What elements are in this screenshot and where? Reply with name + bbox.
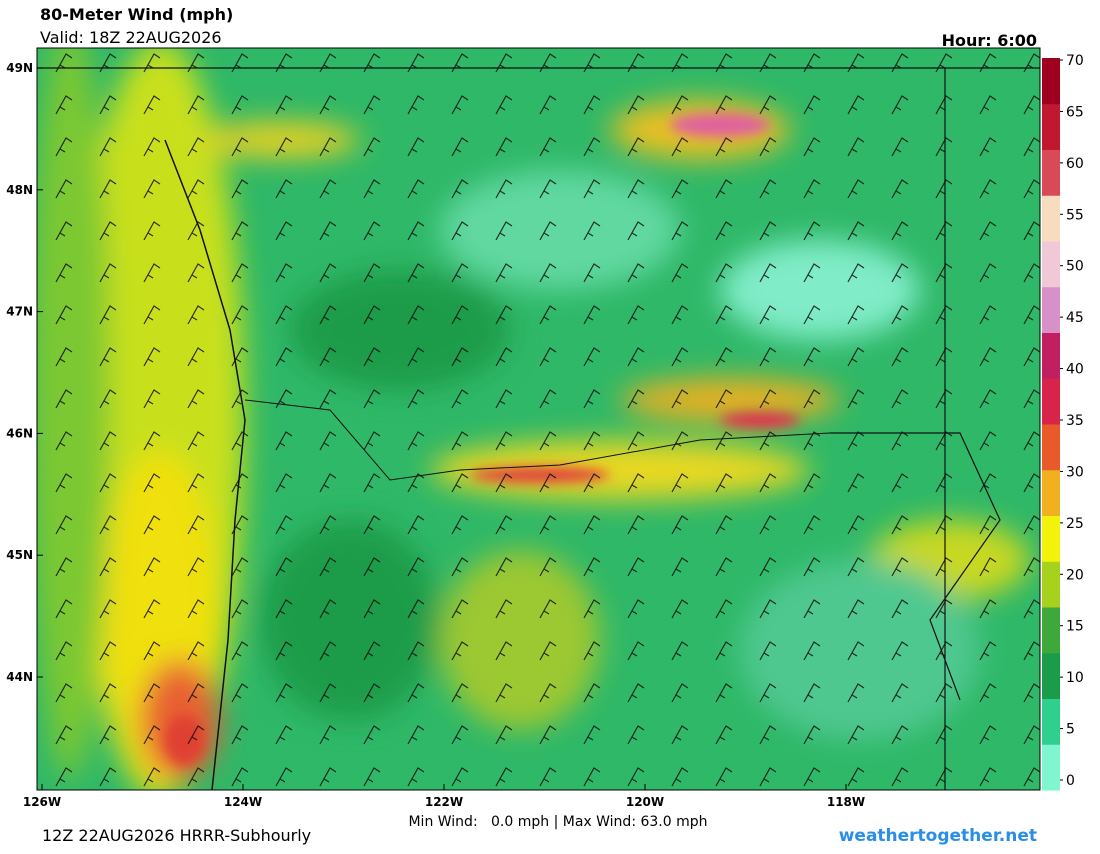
colorbar-label: 50 — [1066, 259, 1084, 275]
lat-label: 44N — [6, 670, 33, 684]
colorbar-swatch — [1042, 241, 1060, 288]
colorbar-label: 0 — [1066, 773, 1075, 789]
lon-label: 122W — [425, 795, 463, 809]
colorbar-label: 65 — [1066, 104, 1084, 120]
lon-label: 126W — [23, 795, 61, 809]
colorbar-swatch — [1042, 286, 1060, 333]
colorbar-swatch — [1042, 652, 1060, 699]
colorbar-swatch — [1042, 744, 1060, 791]
title: 80-Meter Wind (mph) — [40, 5, 233, 24]
map-frame — [36, 47, 1041, 791]
lat-label: 48N — [6, 183, 33, 197]
colorbar-swatch — [1042, 378, 1060, 425]
lat-label: 46N — [6, 426, 33, 440]
colorbar-label: 25 — [1066, 516, 1084, 532]
forecast-hour: Hour: 6:00 — [942, 31, 1037, 50]
colorbar-label: 20 — [1066, 567, 1084, 583]
lon-label: 120W — [626, 795, 664, 809]
lon-label: 118W — [827, 795, 865, 809]
valid-time: Valid: 18Z 22AUG2026 — [40, 28, 222, 47]
min-max-wind: Min Wind: 0.0 mph | Max Wind: 63.0 mph — [408, 814, 707, 830]
site-link[interactable]: weathertogether.net — [839, 826, 1037, 846]
colorbar-label: 10 — [1066, 670, 1084, 686]
colorbar-label: 70 — [1066, 53, 1084, 69]
colorbar-swatch — [1042, 103, 1060, 150]
colorbar-swatch — [1042, 424, 1060, 471]
lat-label: 49N — [6, 61, 33, 75]
colorbar-swatch — [1042, 561, 1060, 608]
colorbar-swatch — [1042, 149, 1060, 196]
colorbar-label: 45 — [1066, 310, 1084, 326]
colorbar-label: 15 — [1066, 619, 1084, 635]
colorbar-swatch — [1042, 58, 1060, 105]
lat-label: 47N — [6, 305, 33, 319]
colorbar-swatch — [1042, 332, 1060, 379]
lat-label: 45N — [6, 548, 33, 562]
colorbar-label: 55 — [1066, 207, 1084, 223]
colorbar-swatch — [1042, 195, 1060, 242]
lon-label: 124W — [224, 795, 262, 809]
wind-field — [37, 48, 1040, 790]
colorbar-swatch — [1042, 698, 1060, 745]
model-run: 12Z 22AUG2026 HRRR-Subhourly — [42, 826, 311, 845]
colorbar-label: 5 — [1066, 722, 1075, 738]
colorbar-label: 30 — [1066, 464, 1084, 480]
colorbar-swatch — [1042, 607, 1060, 654]
colorbar-label: 35 — [1066, 413, 1084, 429]
colorbar-label: 40 — [1066, 362, 1084, 378]
colorbar-label: 60 — [1066, 156, 1084, 172]
colorbar-swatch — [1042, 515, 1060, 562]
colorbar-swatch — [1042, 469, 1060, 516]
